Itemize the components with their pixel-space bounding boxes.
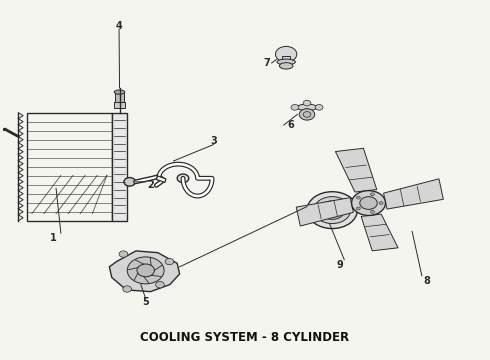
Polygon shape — [361, 214, 398, 251]
Polygon shape — [109, 251, 180, 292]
Circle shape — [303, 109, 311, 114]
Circle shape — [329, 208, 336, 213]
Text: COOLING SYSTEM - 8 CYLINDER: COOLING SYSTEM - 8 CYLINDER — [141, 331, 349, 344]
Text: 5: 5 — [142, 297, 149, 307]
Circle shape — [325, 205, 340, 215]
Circle shape — [360, 197, 377, 210]
Circle shape — [303, 112, 311, 117]
Circle shape — [299, 109, 315, 120]
Bar — [27, 113, 112, 221]
Bar — [112, 113, 127, 221]
Text: 6: 6 — [288, 120, 294, 130]
Bar — [282, 55, 290, 62]
Circle shape — [315, 104, 323, 110]
Text: 9: 9 — [336, 260, 343, 270]
Circle shape — [370, 210, 374, 213]
Text: 1: 1 — [50, 234, 57, 243]
Bar — [115, 92, 124, 102]
Circle shape — [379, 202, 383, 204]
Text: 8: 8 — [423, 276, 430, 286]
Ellipse shape — [277, 59, 295, 65]
Circle shape — [177, 174, 189, 183]
Circle shape — [319, 201, 345, 219]
Polygon shape — [384, 179, 443, 209]
Circle shape — [352, 191, 386, 215]
Circle shape — [314, 197, 351, 224]
Ellipse shape — [114, 90, 125, 94]
Circle shape — [165, 258, 174, 265]
Text: 4: 4 — [116, 21, 122, 31]
Circle shape — [356, 207, 360, 210]
Text: 2: 2 — [147, 180, 154, 190]
Circle shape — [356, 196, 360, 199]
Bar — [114, 102, 125, 108]
Polygon shape — [336, 148, 377, 192]
Circle shape — [119, 251, 128, 257]
Circle shape — [303, 100, 311, 106]
Circle shape — [127, 257, 164, 284]
Circle shape — [137, 264, 154, 277]
Circle shape — [275, 46, 297, 62]
Ellipse shape — [279, 63, 293, 69]
Polygon shape — [296, 198, 353, 226]
Circle shape — [124, 177, 136, 186]
Circle shape — [307, 192, 357, 229]
Circle shape — [123, 286, 131, 292]
Ellipse shape — [297, 104, 317, 111]
Circle shape — [155, 282, 164, 288]
Circle shape — [291, 104, 299, 110]
Circle shape — [370, 193, 374, 196]
Text: 3: 3 — [210, 136, 217, 146]
Text: 7: 7 — [264, 58, 270, 68]
